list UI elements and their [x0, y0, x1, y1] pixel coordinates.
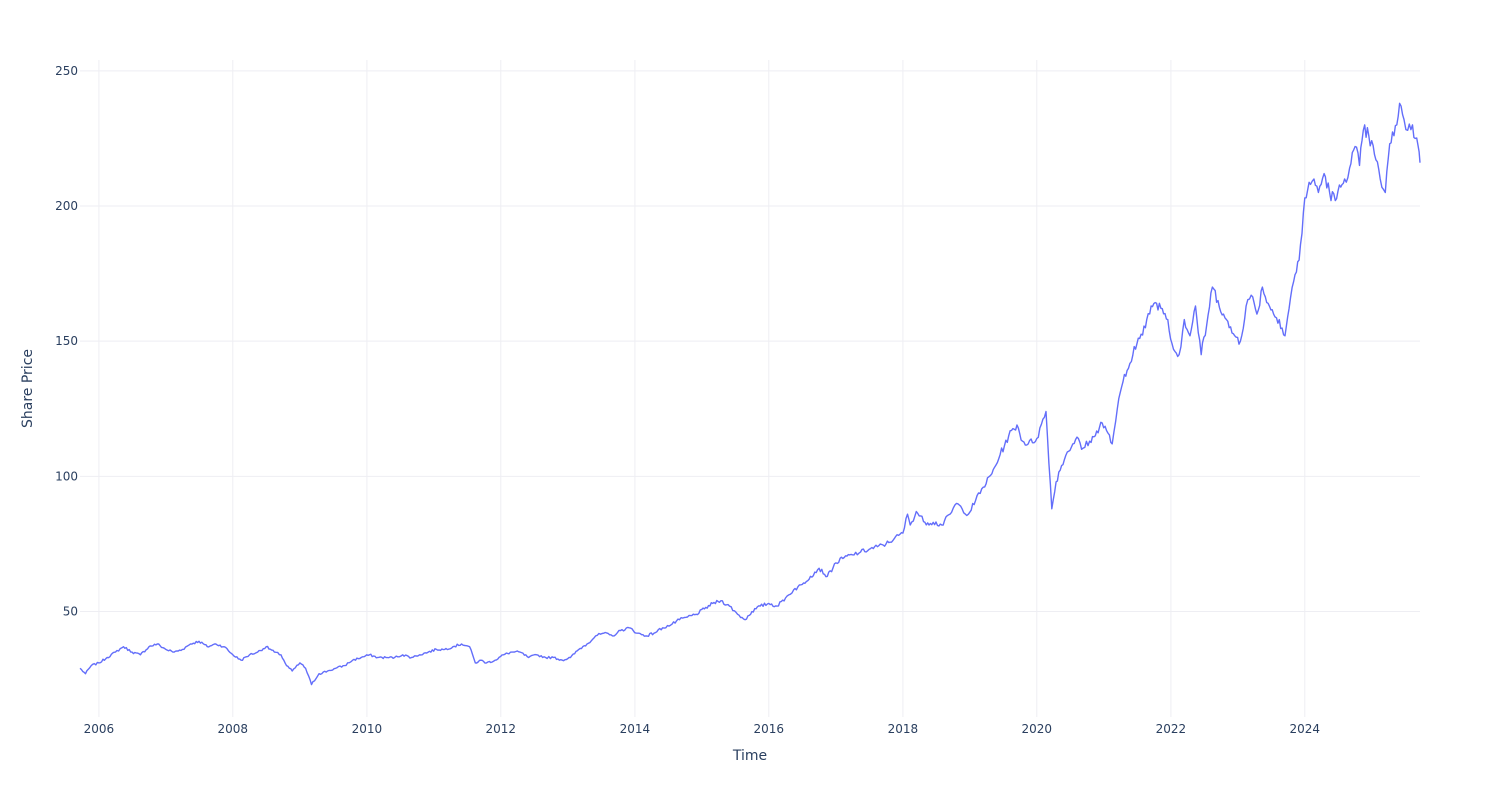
- y-tick-label: 100: [55, 469, 78, 483]
- x-tick-label: 2016: [754, 722, 785, 736]
- x-tick-label: 2022: [1156, 722, 1187, 736]
- x-tick-label: 2014: [620, 722, 651, 736]
- vertical-gridlines: [98, 60, 1306, 717]
- x-tick-label: 2024: [1290, 722, 1321, 736]
- x-axis-tick-labels: 2006 2008 2010 2012 2014 2016 2018 2020 2022 2024: [84, 722, 1320, 736]
- y-axis-title: Share Price: [20, 349, 36, 428]
- y-tick-label: 50: [63, 605, 78, 619]
- y-tick-label: 150: [55, 334, 78, 348]
- x-tick-label: 2020: [1022, 722, 1053, 736]
- x-tick-label: 2008: [218, 722, 249, 736]
- x-tick-label: 2012: [486, 722, 517, 736]
- horizontal-gridlines: [80, 70, 1420, 613]
- y-tick-label: 250: [55, 64, 78, 78]
- y-tick-label: 200: [55, 199, 78, 213]
- x-tick-label: 2018: [888, 722, 919, 736]
- share-price-series-line: [79, 102, 1421, 686]
- x-tick-label: 2006: [84, 722, 115, 736]
- x-tick-label: 2010: [352, 722, 383, 736]
- x-axis-title: Time: [732, 748, 767, 764]
- y-axis-tick-labels: 50 100 150 200 250: [55, 64, 78, 619]
